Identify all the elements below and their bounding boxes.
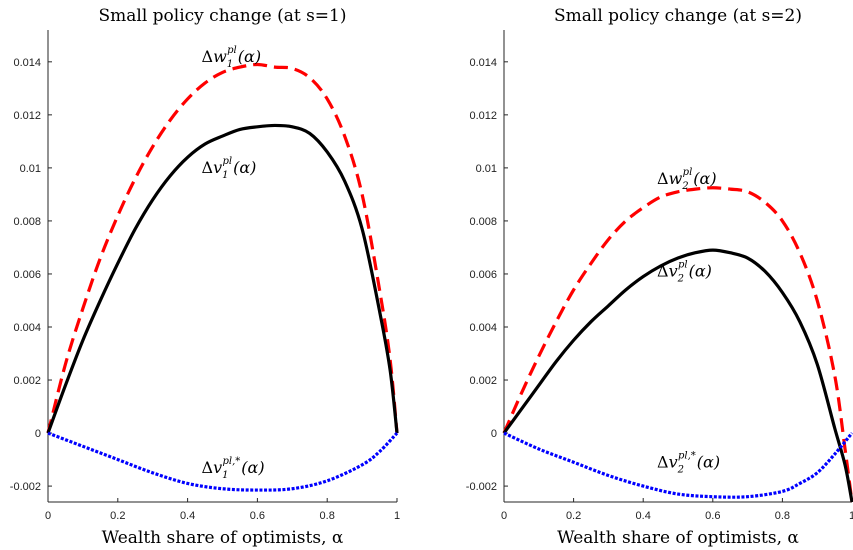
x-tick-label: 0.8: [320, 510, 335, 522]
series-annotation: Δw1 pl(α): [202, 45, 262, 70]
x-tick-label: 0.6: [250, 510, 265, 522]
y-tick-label: 0.008: [469, 216, 497, 228]
chart-title: Small policy change (at s=1): [98, 6, 346, 26]
x-tick-label: 0.6: [705, 510, 720, 522]
series-delta-v-star-dotted: [503, 431, 853, 499]
annotation-superscript: pl,*: [223, 456, 241, 467]
annotation-subscript: 1: [227, 59, 233, 70]
annotation-argument: (α): [693, 169, 716, 188]
series-delta-v-solid: [502, 248, 853, 503]
y-tick-label: 0.012: [13, 110, 41, 122]
x-tick-label: 0.8: [775, 510, 790, 522]
y-tick-label: -0.002: [466, 481, 497, 493]
x-axis-label: Wealth share of optimists, α: [557, 528, 799, 548]
annotation-symbol: v: [213, 458, 222, 477]
y-tick-label: 0.012: [469, 110, 497, 122]
series-delta-v-star-dotted: [47, 431, 399, 492]
y-tick-label: 0.002: [469, 375, 497, 387]
x-tick-label: 1: [849, 510, 853, 522]
annotation-symbol: w: [213, 47, 227, 66]
series-delta-w-dashed: [502, 186, 853, 503]
series-delta-v-solid: [46, 123, 399, 434]
x-axis-label: Wealth share of optimists, α: [102, 528, 344, 548]
annotation-delta: Δ: [657, 453, 669, 472]
annotation-delta: Δ: [202, 158, 214, 177]
y-tick-label: 0.004: [469, 322, 497, 334]
y-tick-label: 0: [35, 428, 41, 440]
chart-panel-2: -0.002 0 0.002 0.004 0.006 0.008 0.01 0.012 0.01…: [466, 6, 853, 548]
annotation-superscript: pl: [678, 260, 688, 271]
series-annotation: Δw2 pl(α): [657, 167, 717, 192]
x-tick-label: 0: [45, 510, 51, 522]
annotation-symbol: v: [669, 262, 678, 281]
y-tick-label: 0.014: [13, 57, 41, 69]
chart-panel-1: -0.002 0 0.002 0.004 0.006 0.008 0.01 0.012 0.01…: [10, 6, 400, 548]
annotation-superscript: pl,*: [678, 451, 696, 462]
annotation-symbol: v: [669, 453, 678, 472]
x-tick-label: 0: [501, 510, 507, 522]
series-annotation: Δv1 pl(α): [202, 156, 257, 181]
series-delta-w-dashed: [46, 62, 399, 434]
annotation-delta: Δ: [202, 458, 214, 477]
annotation-symbol: v: [213, 158, 222, 177]
y-tick-label: 0.014: [469, 57, 497, 69]
x-tick-label: 0.4: [636, 510, 651, 522]
annotation-subscript: 2: [677, 274, 684, 285]
y-tick-label: 0.008: [13, 216, 41, 228]
y-tick-label: 0.004: [13, 322, 41, 334]
annotation-argument: (α): [697, 453, 720, 472]
annotation-delta: Δ: [202, 47, 214, 66]
series-annotation: Δv2 pl,*(α): [657, 451, 720, 476]
annotation-superscript: pl: [683, 167, 693, 178]
annotation-subscript: 2: [677, 465, 684, 476]
annotation-argument: (α): [233, 158, 256, 177]
y-tick-label: 0.01: [20, 163, 41, 175]
annotation-argument: (α): [241, 458, 264, 477]
x-tick-label: 0.2: [110, 510, 125, 522]
y-tick-label: 0.002: [13, 375, 41, 387]
y-tick-label: -0.002: [10, 481, 41, 493]
series-annotation: Δv1 pl,*(α): [202, 456, 265, 481]
annotation-superscript: pl: [223, 156, 233, 167]
chart-title: Small policy change (at s=2): [554, 6, 802, 26]
y-tick-label: 0: [491, 428, 497, 440]
annotation-delta: Δ: [657, 169, 669, 188]
annotation-symbol: w: [669, 169, 683, 188]
x-tick-label: 0.4: [180, 510, 195, 522]
annotation-superscript: pl: [227, 45, 237, 56]
annotation-argument: (α): [689, 262, 712, 281]
y-tick-label: 0.01: [476, 163, 497, 175]
y-tick-label: 0.006: [13, 269, 41, 281]
series-annotation: Δv2 pl(α): [657, 260, 712, 285]
x-tick-label: 0.2: [566, 510, 581, 522]
annotation-delta: Δ: [657, 262, 669, 281]
annotation-subscript: 1: [222, 470, 228, 481]
y-tick-label: 0.006: [469, 269, 497, 281]
annotation-subscript: 1: [222, 170, 228, 181]
x-tick-label: 1: [394, 510, 400, 522]
annotation-subscript: 2: [681, 181, 688, 192]
annotation-argument: (α): [238, 47, 261, 66]
